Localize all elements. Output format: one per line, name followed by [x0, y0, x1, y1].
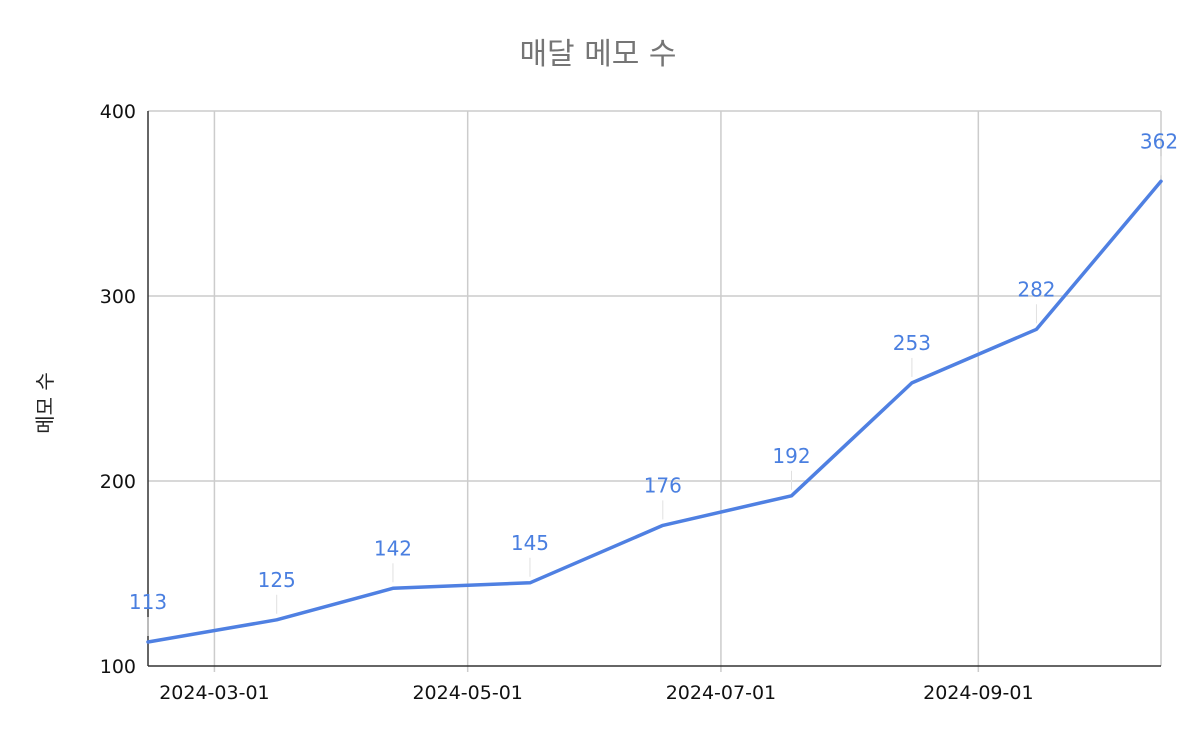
- tick-labels: 100 200 300 400 2024-03-01 2024-05-01 2024-07-…: [100, 101, 1034, 704]
- x-tick-label: 2024-07-01: [666, 682, 776, 704]
- data-label: 282: [1017, 277, 1055, 301]
- x-tick-label: 2024-05-01: [412, 682, 522, 704]
- y-tick-label: 200: [100, 471, 136, 493]
- data-label: 176: [644, 473, 682, 497]
- data-label: 253: [893, 331, 931, 355]
- y-tick-label: 400: [100, 101, 136, 123]
- series-line: [146, 179, 1163, 644]
- y-tick-label: 100: [100, 656, 136, 678]
- axes: [147, 111, 1161, 667]
- series-layer: [146, 179, 1163, 644]
- data-label: 125: [258, 568, 296, 592]
- x-tick-label: 2024-09-01: [923, 682, 1033, 704]
- data-label: 113: [129, 590, 167, 614]
- data-label-leaders: [147, 156, 1162, 636]
- data-labels: 113 125 142 145 176 192 253 282 362: [129, 129, 1178, 614]
- data-label: 145: [511, 531, 549, 555]
- data-label: 142: [374, 536, 412, 560]
- data-label: 362: [1140, 129, 1178, 153]
- y-axis-label: 메모 수: [33, 372, 57, 434]
- y-tick-label: 300: [100, 286, 136, 308]
- chart-title: 매달 메모 수: [519, 37, 676, 72]
- x-tick-label: 2024-03-01: [159, 682, 269, 704]
- data-label: 192: [772, 444, 810, 468]
- grid: [148, 110, 1162, 672]
